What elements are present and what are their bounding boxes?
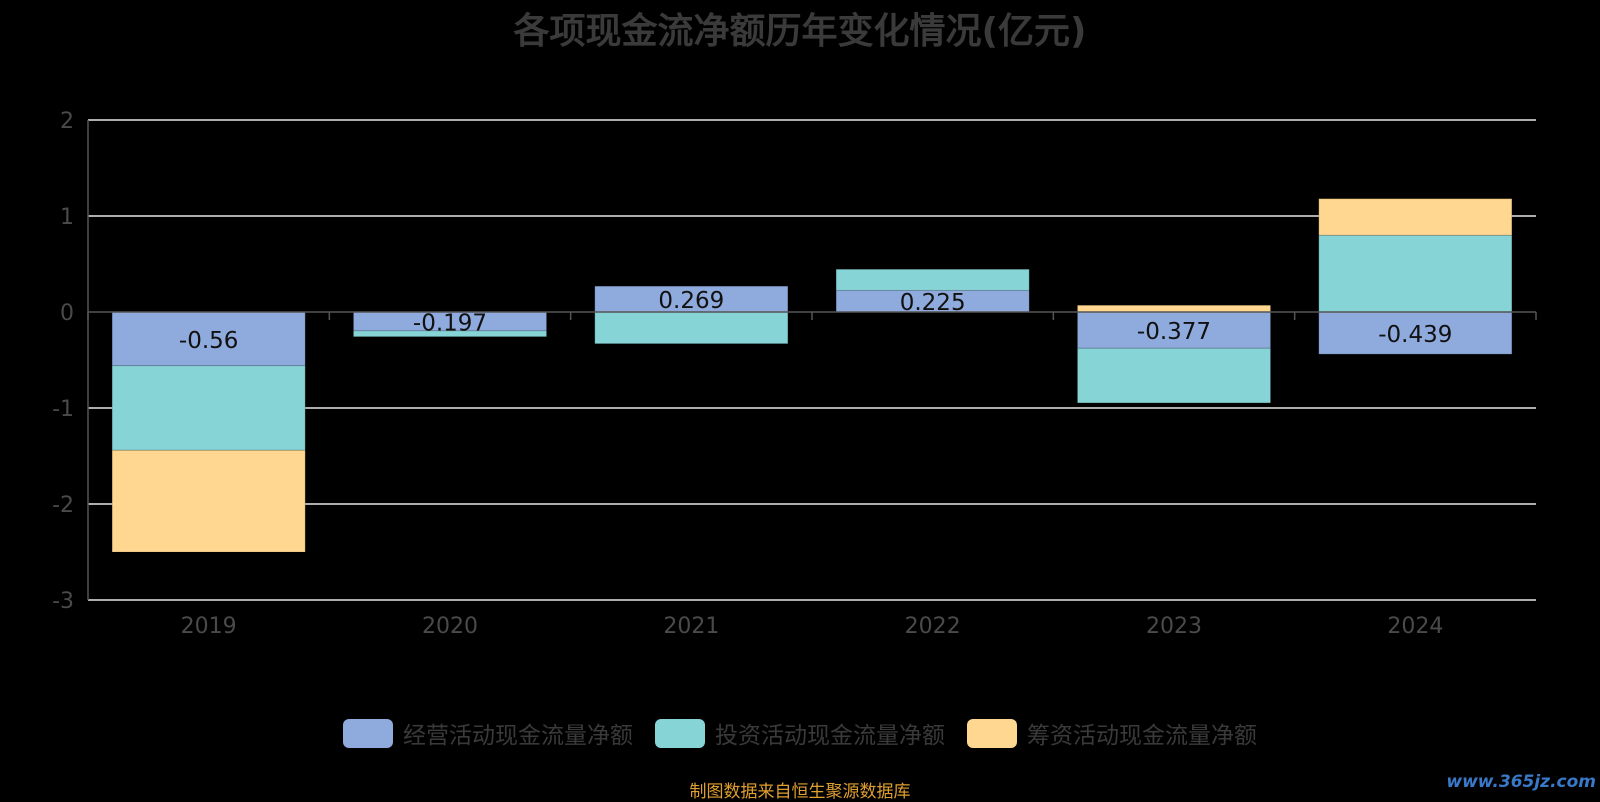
legend-swatch bbox=[967, 718, 1017, 748]
bar-segment bbox=[835, 268, 1030, 291]
y-tick-label: 0 bbox=[60, 301, 74, 326]
bar-segment bbox=[1318, 198, 1513, 236]
data-label: 0.225 bbox=[900, 290, 966, 316]
grid-layer bbox=[88, 119, 1536, 601]
source-note: 制图数据来自恒生聚源数据库 bbox=[689, 782, 911, 802]
data-label: -0.56 bbox=[179, 328, 239, 354]
x-tick-label: 2022 bbox=[905, 614, 961, 639]
bar-segment bbox=[111, 449, 306, 553]
y-tick-label: -3 bbox=[52, 589, 74, 614]
label-layer: -0.56 -0.197 0.269 0.225 -0.377 -0.439 bbox=[179, 288, 1453, 354]
legend-swatch bbox=[343, 718, 393, 748]
y-tick-label: 2 bbox=[60, 109, 74, 134]
x-tick-label: 2023 bbox=[1146, 614, 1202, 639]
y-tick-label: -2 bbox=[52, 493, 74, 518]
legend-item[interactable]: 经营活动现金流量净额 bbox=[343, 716, 633, 750]
data-label: -0.439 bbox=[1378, 322, 1452, 348]
y-tick-label: 1 bbox=[60, 205, 74, 230]
bar-segment bbox=[594, 285, 789, 313]
legend-label: 筹资活动现金流量净额 bbox=[1027, 723, 1257, 749]
x-tick-label: 2019 bbox=[181, 614, 237, 639]
legend-label: 经营活动现金流量净额 bbox=[403, 723, 633, 749]
x-tick-label: 2024 bbox=[1387, 614, 1443, 639]
bar-segment bbox=[1076, 347, 1272, 404]
x-tick-label: 2021 bbox=[663, 614, 719, 639]
data-label: -0.197 bbox=[413, 310, 487, 336]
legend-swatch bbox=[655, 718, 705, 748]
bar-segment bbox=[1076, 304, 1272, 313]
data-label: 0.269 bbox=[658, 288, 724, 314]
y-tick-label: -1 bbox=[52, 397, 74, 422]
bar-segment bbox=[594, 311, 789, 345]
bar-segment bbox=[1318, 234, 1513, 313]
watermark: www.365jz.com bbox=[1446, 772, 1596, 792]
chart-title: 各项现金流净额历年变化情况(亿元) bbox=[513, 11, 1087, 52]
bar-segment bbox=[1076, 311, 1272, 349]
bar-segment bbox=[1318, 311, 1513, 355]
legend-label: 投资活动现金流量净额 bbox=[715, 723, 945, 749]
axis-layer: 2 1 0 -1 -2 -3 2019 2020 2021 2022 2023 2024 bbox=[52, 109, 1537, 639]
legend-item[interactable]: 投资活动现金流量净额 bbox=[655, 716, 945, 750]
bar-layer bbox=[111, 198, 1513, 553]
legend-item[interactable]: 筹资活动现金流量净额 bbox=[967, 716, 1257, 750]
bar-segment bbox=[111, 365, 306, 451]
x-tick-label: 2020 bbox=[422, 614, 478, 639]
bar-segment bbox=[111, 311, 306, 367]
bar-segment bbox=[352, 330, 548, 338]
legend: 经营活动现金流量净额 投资活动现金流量净额 筹资活动现金流量净额 bbox=[0, 716, 1600, 750]
data-label: -0.377 bbox=[1137, 319, 1211, 345]
